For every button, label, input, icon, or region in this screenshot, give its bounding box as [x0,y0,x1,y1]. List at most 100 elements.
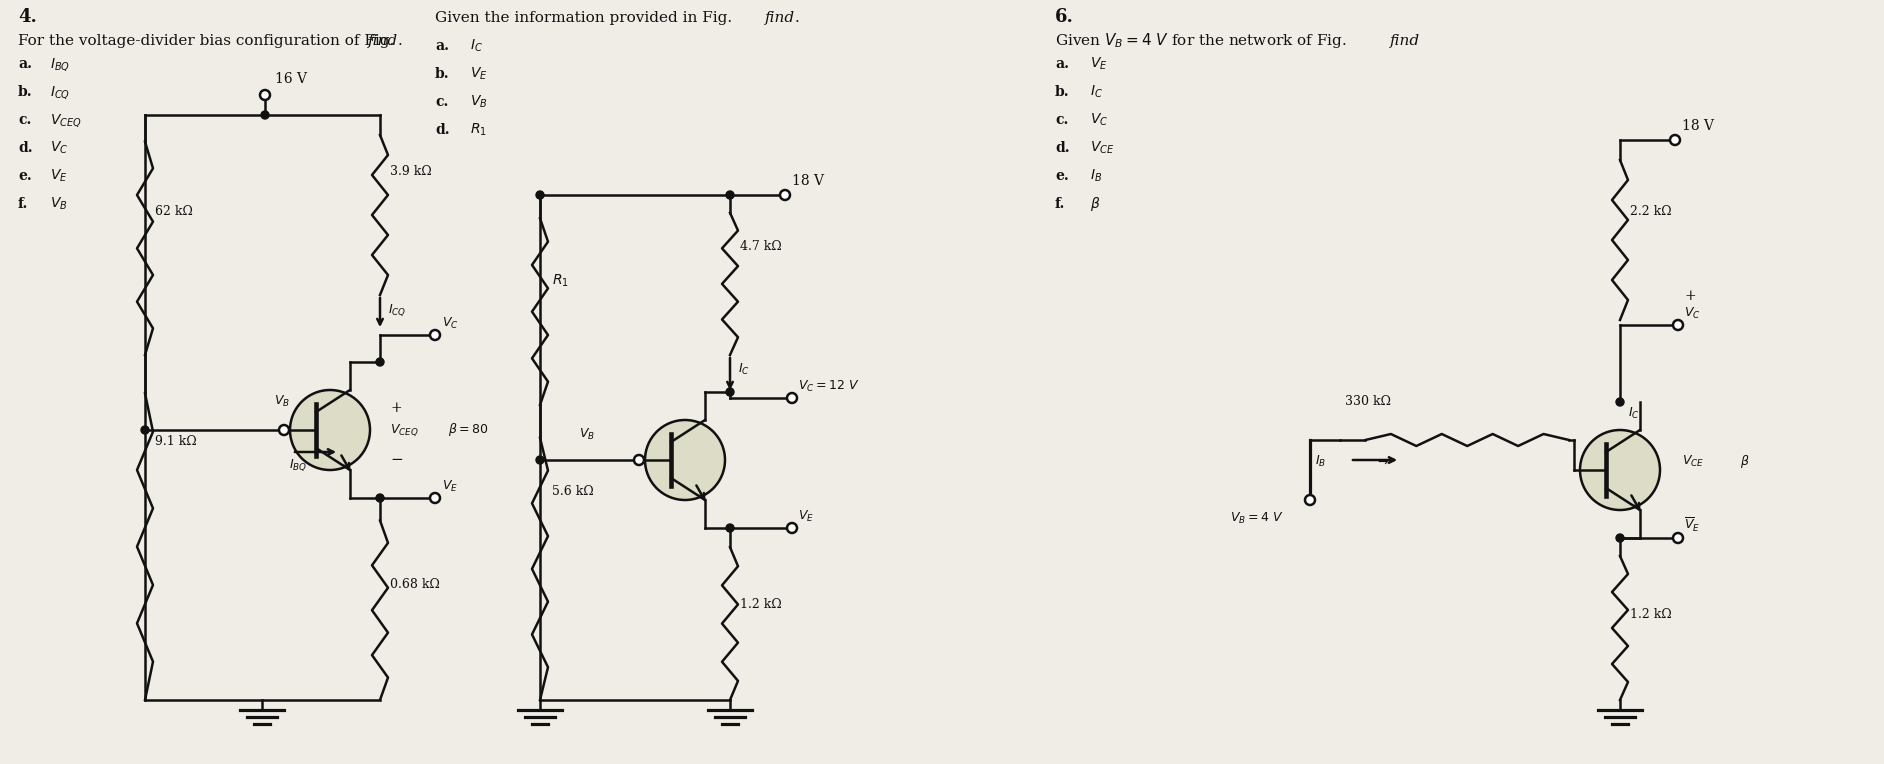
Text: 3.9 kΩ: 3.9 kΩ [390,165,431,178]
Text: 1.2 kΩ: 1.2 kΩ [1630,608,1671,621]
Text: $V_{CEQ}$: $V_{CEQ}$ [51,112,81,129]
Text: $\beta$: $\beta$ [1091,195,1100,213]
Text: $I_C$: $I_C$ [1628,406,1639,421]
Text: 18 V: 18 V [791,174,823,188]
Text: $I_C$: $I_C$ [469,38,482,54]
Text: find: find [367,34,398,48]
Text: 1.2 kΩ: 1.2 kΩ [740,598,782,611]
Text: e.: e. [1055,169,1068,183]
Text: c.: c. [1055,113,1068,127]
Text: $V_B$: $V_B$ [578,427,595,442]
Circle shape [1306,495,1315,505]
Circle shape [430,330,441,340]
Text: $V_C$: $V_C$ [1684,306,1701,321]
Circle shape [290,390,369,470]
Text: $V_C$: $V_C$ [443,316,458,331]
Text: 5.6 kΩ: 5.6 kΩ [552,485,593,498]
Text: 0.68 kΩ: 0.68 kΩ [390,578,439,591]
Text: $V_{CE}$: $V_{CE}$ [1091,140,1115,157]
Text: c.: c. [435,95,448,109]
Text: f.: f. [19,197,28,211]
Circle shape [635,455,644,465]
Text: $R_1$: $R_1$ [552,273,569,290]
Text: For the voltage-divider bias configuration of Fig.: For the voltage-divider bias configurati… [19,34,399,48]
Circle shape [141,426,149,434]
Circle shape [1673,533,1682,543]
Text: $V_E$: $V_E$ [1091,56,1108,73]
Text: $V_B=4\ V$: $V_B=4\ V$ [1230,511,1283,526]
Text: $V_E$: $V_E$ [443,479,458,494]
Text: d.: d. [435,123,450,137]
Circle shape [788,393,797,403]
Text: $I_{BQ}$: $I_{BQ}$ [51,57,70,73]
Text: +: + [390,401,401,415]
Text: b.: b. [19,85,32,99]
Circle shape [788,523,797,533]
Text: $V_{CE}$: $V_{CE}$ [1682,454,1705,469]
Circle shape [1669,135,1681,145]
Text: $I_B$: $I_B$ [1091,168,1102,184]
Text: a.: a. [1055,57,1068,71]
Text: a.: a. [19,57,32,71]
Circle shape [1616,398,1624,406]
Circle shape [1581,430,1660,510]
Circle shape [262,111,269,119]
Circle shape [377,358,384,366]
Text: $V_{CEQ}$: $V_{CEQ}$ [390,422,418,438]
Text: $V_B$: $V_B$ [51,196,68,212]
Text: .: . [398,34,403,48]
Text: 9.1 kΩ: 9.1 kΩ [154,435,196,448]
Circle shape [725,524,735,532]
Text: $V_C = 12\ V$: $V_C = 12\ V$ [799,379,859,394]
Circle shape [644,420,725,500]
Text: d.: d. [19,141,32,155]
Text: b.: b. [435,67,450,81]
Text: $I_C$: $I_C$ [739,362,750,377]
Circle shape [537,456,544,464]
Circle shape [780,190,789,200]
Text: a.: a. [435,39,448,53]
Text: $I_C$: $I_C$ [1091,84,1102,100]
Circle shape [1616,534,1624,542]
Text: $\beta = 80$: $\beta = 80$ [448,421,488,438]
Text: Given the information provided in Fig.: Given the information provided in Fig. [435,11,737,25]
Circle shape [537,191,544,199]
Text: 330 kΩ: 330 kΩ [1345,395,1390,408]
Text: $V_E$: $V_E$ [469,66,488,83]
Text: $V_B$: $V_B$ [273,394,290,409]
Text: 16 V: 16 V [275,72,307,86]
Text: $V_E$: $V_E$ [799,509,814,524]
Text: 4.7 kΩ: 4.7 kΩ [740,240,782,253]
Text: d.: d. [1055,141,1070,155]
Text: f.: f. [1055,197,1064,211]
Text: e.: e. [19,169,32,183]
Text: $\overline{V}_E$: $\overline{V}_E$ [1684,516,1699,534]
Text: $V_B$: $V_B$ [469,94,488,111]
Circle shape [377,494,384,502]
Circle shape [430,493,441,503]
Circle shape [279,425,288,435]
Text: find: find [765,11,795,25]
Text: .: . [795,11,799,25]
Text: $I_B$: $I_B$ [1315,454,1326,469]
Text: find: find [1390,34,1421,48]
Text: $I_{CQ}$: $I_{CQ}$ [51,84,70,102]
Circle shape [725,388,735,396]
Text: Given $V_B = 4\ V$ for the network of Fig.: Given $V_B = 4\ V$ for the network of Fi… [1055,31,1349,50]
Text: 4.: 4. [19,8,38,26]
Text: $V_C$: $V_C$ [51,140,68,157]
Text: 62 kΩ: 62 kΩ [154,205,192,218]
Text: $\rightarrow$: $\rightarrow$ [1375,455,1389,468]
Text: 2.2 kΩ: 2.2 kΩ [1630,205,1671,218]
Text: $V_C$: $V_C$ [1091,112,1108,128]
Text: $-$: $-$ [390,451,403,465]
Text: $R_1$: $R_1$ [469,122,486,138]
Circle shape [260,90,269,100]
Text: 6.: 6. [1055,8,1074,26]
Text: $V_E$: $V_E$ [51,168,68,184]
Text: +: + [1684,289,1696,303]
Text: $I_{BQ}$: $I_{BQ}$ [288,458,307,473]
Text: b.: b. [1055,85,1070,99]
Text: 18 V: 18 V [1682,119,1714,133]
Text: $\beta$: $\beta$ [1741,453,1750,470]
